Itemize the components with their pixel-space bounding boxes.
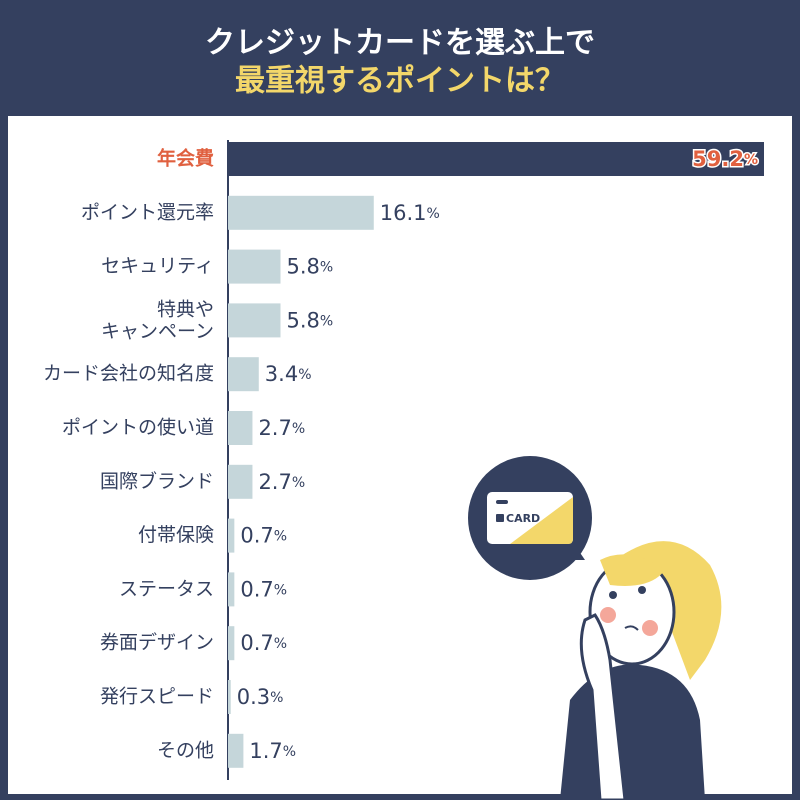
category-label: 年会費	[157, 147, 214, 170]
bar	[228, 680, 231, 714]
category-label: ポイント還元率	[81, 201, 214, 223]
value-label: 2.7%	[258, 470, 305, 494]
bar	[228, 142, 764, 176]
category-label: その他	[157, 739, 214, 761]
category-label: カード会社の知名度	[43, 363, 214, 385]
bar	[228, 572, 235, 607]
card-text: CARD	[506, 512, 540, 525]
bar	[228, 518, 235, 553]
bar	[228, 357, 259, 392]
card-chip	[496, 514, 504, 522]
value-label: 1.7%	[249, 739, 296, 763]
category-label: 特典やキャンペーン	[101, 298, 214, 342]
arm	[579, 613, 627, 800]
cheek	[642, 620, 658, 636]
mouth	[624, 625, 639, 631]
category-label: ステータス	[119, 578, 214, 600]
chart-title: クレジットカードを選ぶ上で	[205, 26, 595, 61]
bar	[228, 626, 235, 661]
value-label: 3.4%	[265, 362, 312, 386]
value-label: 0.7%	[240, 577, 287, 601]
value-label: 0.3%	[237, 685, 284, 709]
card-mark	[496, 500, 508, 504]
value-label: 16.1%	[380, 201, 440, 225]
illustration: CARD	[468, 456, 722, 800]
value-label: 0.7%	[240, 631, 287, 655]
value-label: 2.7%	[258, 416, 305, 440]
value-label: 5.8%	[287, 255, 334, 279]
chart-title: 最重視するポイントは？	[235, 64, 565, 99]
category-label: 国際ブランド	[100, 469, 214, 492]
bar	[228, 464, 253, 499]
bangs	[600, 554, 665, 586]
value-label: 0.7%	[240, 524, 287, 548]
bar	[228, 195, 374, 230]
card-stripe	[510, 497, 573, 544]
category-label: 付帯保険	[138, 524, 214, 546]
value-label: 5.8%	[287, 308, 334, 332]
category-label: セキュリティ	[101, 255, 214, 277]
bar	[228, 733, 244, 768]
eye	[609, 591, 617, 599]
eye	[638, 586, 646, 594]
bar	[228, 249, 281, 284]
bar	[228, 411, 253, 445]
category-label: 発行スピード	[100, 686, 214, 708]
value-label: 59.2%	[692, 147, 758, 171]
category-label: 券面デザイン	[100, 632, 214, 654]
bar	[228, 303, 281, 338]
category-label: ポイントの使い道	[62, 417, 214, 439]
cheek	[600, 607, 616, 623]
